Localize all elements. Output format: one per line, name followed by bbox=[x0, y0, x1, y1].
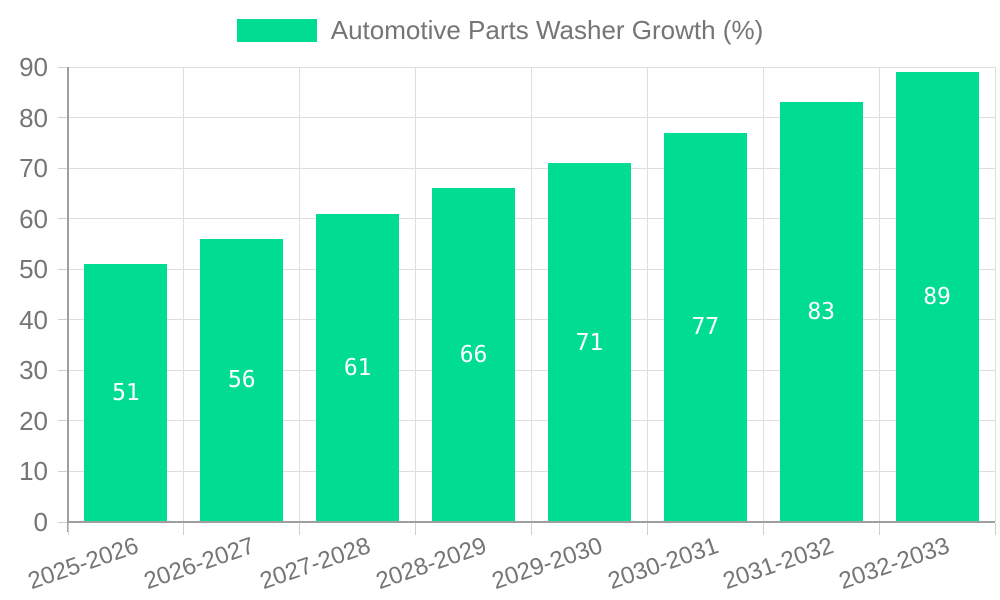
bar bbox=[200, 238, 284, 522]
x-axis-label: 2031-2032 bbox=[720, 532, 838, 596]
bar-value-label: 56 bbox=[227, 367, 256, 394]
x-axis-label: 2025-2026 bbox=[24, 532, 143, 596]
y-axis-tick bbox=[58, 167, 67, 169]
y-axis-tick-label: 0 bbox=[33, 507, 48, 537]
y-axis-tick bbox=[58, 117, 67, 119]
y-axis-tick-label: 40 bbox=[19, 304, 48, 335]
x-axis-label: 2030-2031 bbox=[604, 532, 722, 596]
legend[interactable]: Automotive Parts Washer Growth (%) bbox=[0, 16, 1000, 45]
x-axis-tick bbox=[299, 523, 301, 535]
y-axis-tick-label: 90 bbox=[19, 52, 48, 82]
y-axis-tick bbox=[58, 218, 67, 220]
bar-value-label: 66 bbox=[459, 342, 488, 369]
y-axis-tick bbox=[58, 420, 67, 422]
x-axis-line bbox=[68, 521, 995, 523]
x-axis-tick bbox=[531, 523, 532, 535]
y-axis-tick-label: 10 bbox=[19, 456, 48, 487]
y-axis-tick bbox=[58, 521, 67, 523]
y-axis-tick-label: 60 bbox=[19, 203, 48, 234]
y-axis-tick bbox=[58, 268, 67, 270]
gridline-vertical bbox=[762, 67, 764, 522]
x-axis-label: 2032-2033 bbox=[835, 532, 954, 596]
x-axis-tick bbox=[67, 523, 69, 535]
x-axis-label: 2029-2030 bbox=[488, 532, 606, 596]
bar bbox=[547, 163, 631, 522]
gridline-vertical bbox=[183, 67, 185, 522]
x-axis-label: 2026-2027 bbox=[140, 532, 258, 596]
bar bbox=[432, 188, 516, 522]
x-axis-tick bbox=[646, 523, 648, 535]
gridline-vertical bbox=[531, 67, 532, 522]
y-axis-tick-label: 80 bbox=[19, 102, 48, 133]
x-axis-label: 2027-2028 bbox=[256, 532, 374, 596]
legend-swatch bbox=[236, 18, 317, 42]
x-axis-tick bbox=[415, 523, 417, 535]
y-axis-tick-label: 20 bbox=[19, 405, 48, 436]
y-axis-tick bbox=[58, 66, 67, 68]
x-axis-tick bbox=[762, 523, 764, 535]
bar-value-label: 71 bbox=[575, 329, 604, 356]
x-axis-tick bbox=[994, 523, 996, 535]
y-axis-tick bbox=[58, 470, 67, 472]
bar bbox=[84, 264, 168, 522]
bar-value-label: 83 bbox=[807, 299, 836, 326]
gridline-vertical bbox=[299, 67, 301, 522]
x-axis-label: 2028-2029 bbox=[372, 532, 490, 596]
bar bbox=[779, 102, 863, 522]
x-axis-tick bbox=[183, 523, 185, 535]
gridline-vertical bbox=[994, 67, 996, 522]
y-axis-tick bbox=[58, 369, 67, 371]
gridline-vertical bbox=[415, 67, 417, 522]
gridline-vertical bbox=[878, 67, 880, 522]
bar-value-label: 51 bbox=[112, 380, 140, 407]
y-axis-tick-label: 30 bbox=[19, 355, 48, 386]
bar-value-label: 89 bbox=[923, 284, 951, 311]
bar bbox=[663, 132, 747, 522]
gridline-vertical bbox=[646, 67, 648, 522]
x-axis-tick bbox=[878, 523, 880, 535]
bar bbox=[316, 213, 400, 522]
y-axis-tick-label: 50 bbox=[19, 254, 48, 285]
bar bbox=[895, 72, 979, 522]
y-axis-line bbox=[67, 67, 69, 532]
bar-value-label: 77 bbox=[691, 314, 720, 341]
bar-value-label: 61 bbox=[343, 354, 372, 381]
y-axis-tick-label: 70 bbox=[19, 153, 48, 184]
y-axis-tick bbox=[58, 319, 67, 321]
legend-label: Automotive Parts Washer Growth (%) bbox=[330, 15, 764, 45]
